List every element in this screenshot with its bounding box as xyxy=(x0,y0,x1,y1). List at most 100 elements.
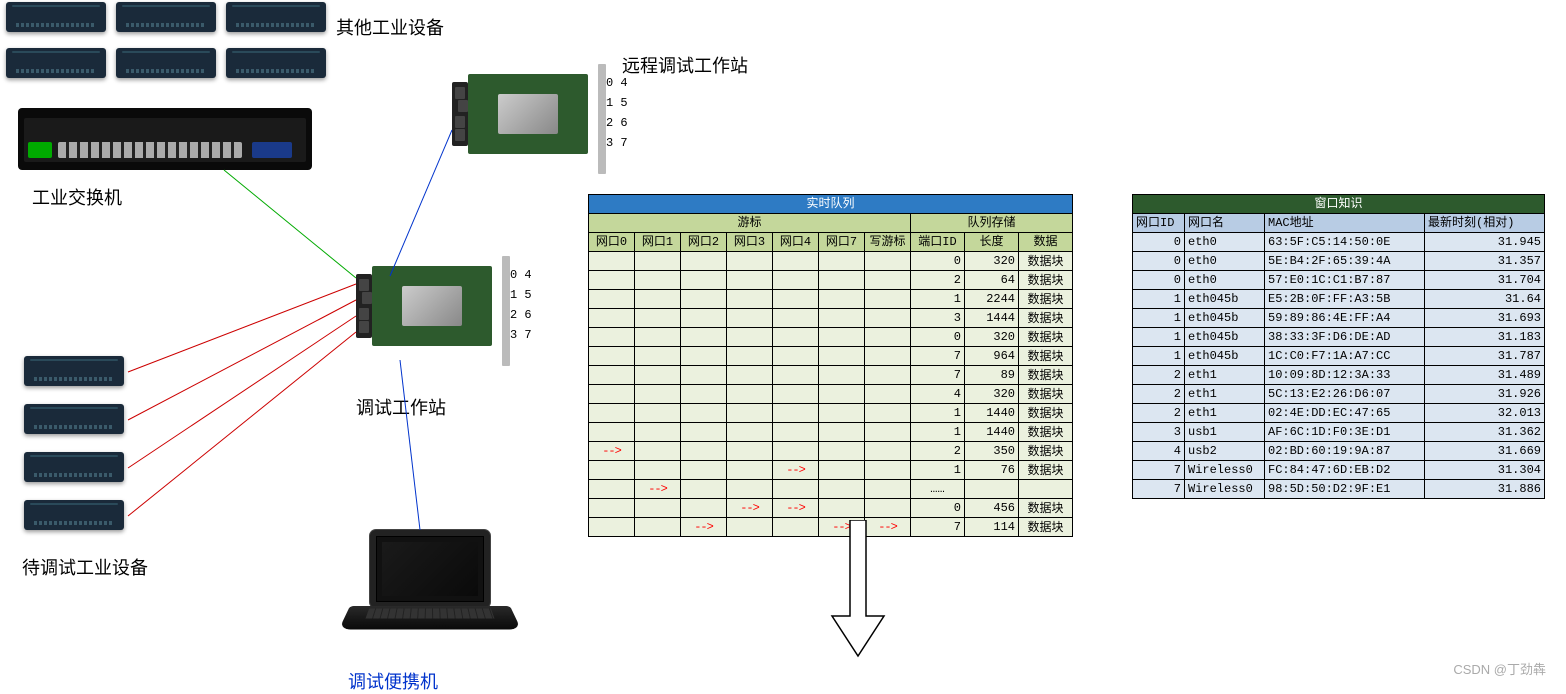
queue-cursor-cell xyxy=(589,404,635,423)
queue-port-cell: 7 xyxy=(911,347,965,366)
win-id-cell: 3 xyxy=(1133,423,1185,442)
queue-cursor-cell: --> xyxy=(773,499,819,518)
win-mac-cell: 98:5D:50:D2:9F:E1 xyxy=(1265,480,1425,499)
laptop xyxy=(350,530,510,638)
win-mac-cell: 02:BD:60:19:9A:87 xyxy=(1265,442,1425,461)
nic-debug-port-3: 3 7 xyxy=(510,328,532,342)
queue-cursor-cell xyxy=(589,518,635,537)
queue-cursor-cell xyxy=(635,404,681,423)
label-laptop: 调试便携机 xyxy=(348,668,438,694)
queue-blk-cell: 数据块 xyxy=(1019,518,1073,537)
queue-cursor-cell xyxy=(635,309,681,328)
queue-cursor-cell xyxy=(681,290,727,309)
queue-cursor-cell xyxy=(589,461,635,480)
table-row: 1eth045b59:89:86:4E:FF:A431.693 xyxy=(1133,309,1545,328)
queue-cursor-cell xyxy=(819,499,865,518)
table-row: 11440数据块 xyxy=(589,404,1073,423)
win-time-cell: 32.013 xyxy=(1425,404,1545,423)
queue-cursor-cell xyxy=(635,442,681,461)
watermark: CSDN @丁劲犇 xyxy=(1453,659,1546,678)
win-id-cell: 7 xyxy=(1133,461,1185,480)
window-header: MAC地址 xyxy=(1265,214,1425,233)
win-id-cell: 1 xyxy=(1133,328,1185,347)
queue-cursor-cell xyxy=(819,423,865,442)
queue-cursor-cell xyxy=(865,499,911,518)
queue-cursor-cell xyxy=(727,442,773,461)
table-row: 11440数据块 xyxy=(589,423,1073,442)
nic-remote-port-2: 2 6 xyxy=(606,116,628,130)
win-time-cell: 31.183 xyxy=(1425,328,1545,347)
queue-cursor-cell xyxy=(819,347,865,366)
queue-cursor-cell xyxy=(773,404,819,423)
queue-blk-cell: 数据块 xyxy=(1019,252,1073,271)
queue-cursor-cell xyxy=(589,366,635,385)
queue-cursor-cell xyxy=(727,290,773,309)
nic-debug-port-1: 1 5 xyxy=(510,288,532,302)
table-row: -->-->0456数据块 xyxy=(589,499,1073,518)
queue-header: 长度 xyxy=(965,233,1019,252)
table-row: 12244数据块 xyxy=(589,290,1073,309)
queue-cursor-cell xyxy=(681,442,727,461)
queue-len-cell: 350 xyxy=(965,442,1019,461)
table-row: 1eth045b1C:C0:F7:1A:A7:CC31.787 xyxy=(1133,347,1545,366)
queue-cursor-cell xyxy=(819,404,865,423)
table-row: 264数据块 xyxy=(589,271,1073,290)
queue-cursor-cell xyxy=(681,404,727,423)
table-row: 3usb1AF:6C:1D:F0:3E:D131.362 xyxy=(1133,423,1545,442)
queue-cursor-cell xyxy=(865,385,911,404)
queue-cursor-cell xyxy=(681,252,727,271)
queue-cursor-cell xyxy=(773,309,819,328)
nic-remote-port-0: 0 4 xyxy=(606,76,628,90)
queue-cursor-cell xyxy=(589,423,635,442)
queue-cursor-cell: --> xyxy=(589,442,635,461)
window-table: 窗口知识网口ID网口名MAC地址最新时刻(相对)0eth063:5F:C5:14… xyxy=(1132,194,1545,499)
queue-blk-cell: 数据块 xyxy=(1019,290,1073,309)
queue-cursor-cell xyxy=(773,366,819,385)
queue-len-cell: 64 xyxy=(965,271,1019,290)
queue-cursor-cell xyxy=(773,271,819,290)
win-time-cell: 31.787 xyxy=(1425,347,1545,366)
table-row: 7Wireless0FC:84:47:6D:EB:D231.304 xyxy=(1133,461,1545,480)
queue-cursor-cell xyxy=(819,328,865,347)
win-name-cell: eth045b xyxy=(1185,290,1265,309)
win-id-cell: 1 xyxy=(1133,290,1185,309)
nic-debug-port-2: 2 6 xyxy=(510,308,532,322)
table-row: 4320数据块 xyxy=(589,385,1073,404)
device-other-1 xyxy=(6,2,106,32)
queue-cursor-cell xyxy=(865,290,911,309)
win-time-cell: 31.362 xyxy=(1425,423,1545,442)
win-id-cell: 0 xyxy=(1133,233,1185,252)
win-mac-cell: 5C:13:E2:26:D6:07 xyxy=(1265,385,1425,404)
queue-cursor-cell xyxy=(819,290,865,309)
table-row: 2eth102:4E:DD:EC:47:6532.013 xyxy=(1133,404,1545,423)
win-mac-cell: 10:09:8D:12:3A:33 xyxy=(1265,366,1425,385)
device-other-5 xyxy=(116,48,216,78)
queue-cursor-cell xyxy=(819,480,865,499)
queue-header: 数据 xyxy=(1019,233,1073,252)
queue-port-cell: 4 xyxy=(911,385,965,404)
queue-table: 实时队列游标队列存储网口0网口1网口2网口3网口4网口7写游标端口ID长度数据0… xyxy=(588,194,1073,537)
queue-cursor-cell xyxy=(727,328,773,347)
queue-cursor-cell xyxy=(681,385,727,404)
queue-cursor-cell xyxy=(865,366,911,385)
queue-cursor-cell xyxy=(589,385,635,404)
queue-cursor-cell xyxy=(865,252,911,271)
queue-cursor-cell xyxy=(773,385,819,404)
queue-cursor-cell: --> xyxy=(681,518,727,537)
table-row: 2eth15C:13:E2:26:D6:0731.926 xyxy=(1133,385,1545,404)
queue-cursor-cell xyxy=(865,423,911,442)
queue-cursor-cell xyxy=(681,271,727,290)
window-title: 窗口知识 xyxy=(1133,195,1545,214)
nic-debug xyxy=(372,256,502,366)
win-name-cell: usb1 xyxy=(1185,423,1265,442)
queue-cursor-cell xyxy=(635,290,681,309)
win-name-cell: usb2 xyxy=(1185,442,1265,461)
queue-cursor-cell xyxy=(635,499,681,518)
queue-port-cell: 0 xyxy=(911,499,965,518)
win-id-cell: 2 xyxy=(1133,385,1185,404)
queue-blk-cell: 数据块 xyxy=(1019,271,1073,290)
queue-cursor-cell xyxy=(773,328,819,347)
queue-len-cell: 456 xyxy=(965,499,1019,518)
queue-cursor-cell xyxy=(773,442,819,461)
win-time-cell: 31.357 xyxy=(1425,252,1545,271)
